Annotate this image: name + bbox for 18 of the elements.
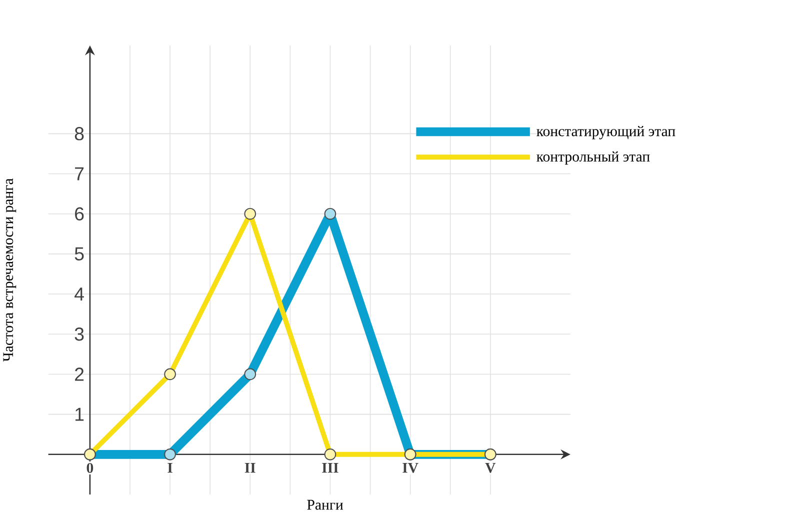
x-tick-label: IV [402, 462, 418, 473]
x-tick-label: V [485, 462, 496, 473]
text: контрольный этап [536, 151, 650, 164]
y-axis-title: Частота встречаемости ранга [3, 178, 16, 362]
y-tick-label: 1 [76, 408, 84, 421]
y-tick-label: 3 [74, 327, 84, 341]
x-tick-label: III [322, 462, 338, 473]
y-tick-label: 4 [74, 287, 84, 300]
text: констатирующий этап [536, 126, 676, 140]
y-tick-label: 2 [75, 368, 84, 381]
x-tick-label: I [168, 462, 172, 473]
x-axis-title: Ранги [307, 500, 344, 510]
x-tick-label: 0 [86, 462, 94, 473]
x-tick-label: II [244, 462, 256, 473]
y-tick-label: 7 [75, 167, 84, 180]
y-tick-label: 5 [74, 247, 84, 260]
y-tick-label: 8 [74, 126, 84, 140]
y-tick-label: 6 [75, 207, 84, 220]
